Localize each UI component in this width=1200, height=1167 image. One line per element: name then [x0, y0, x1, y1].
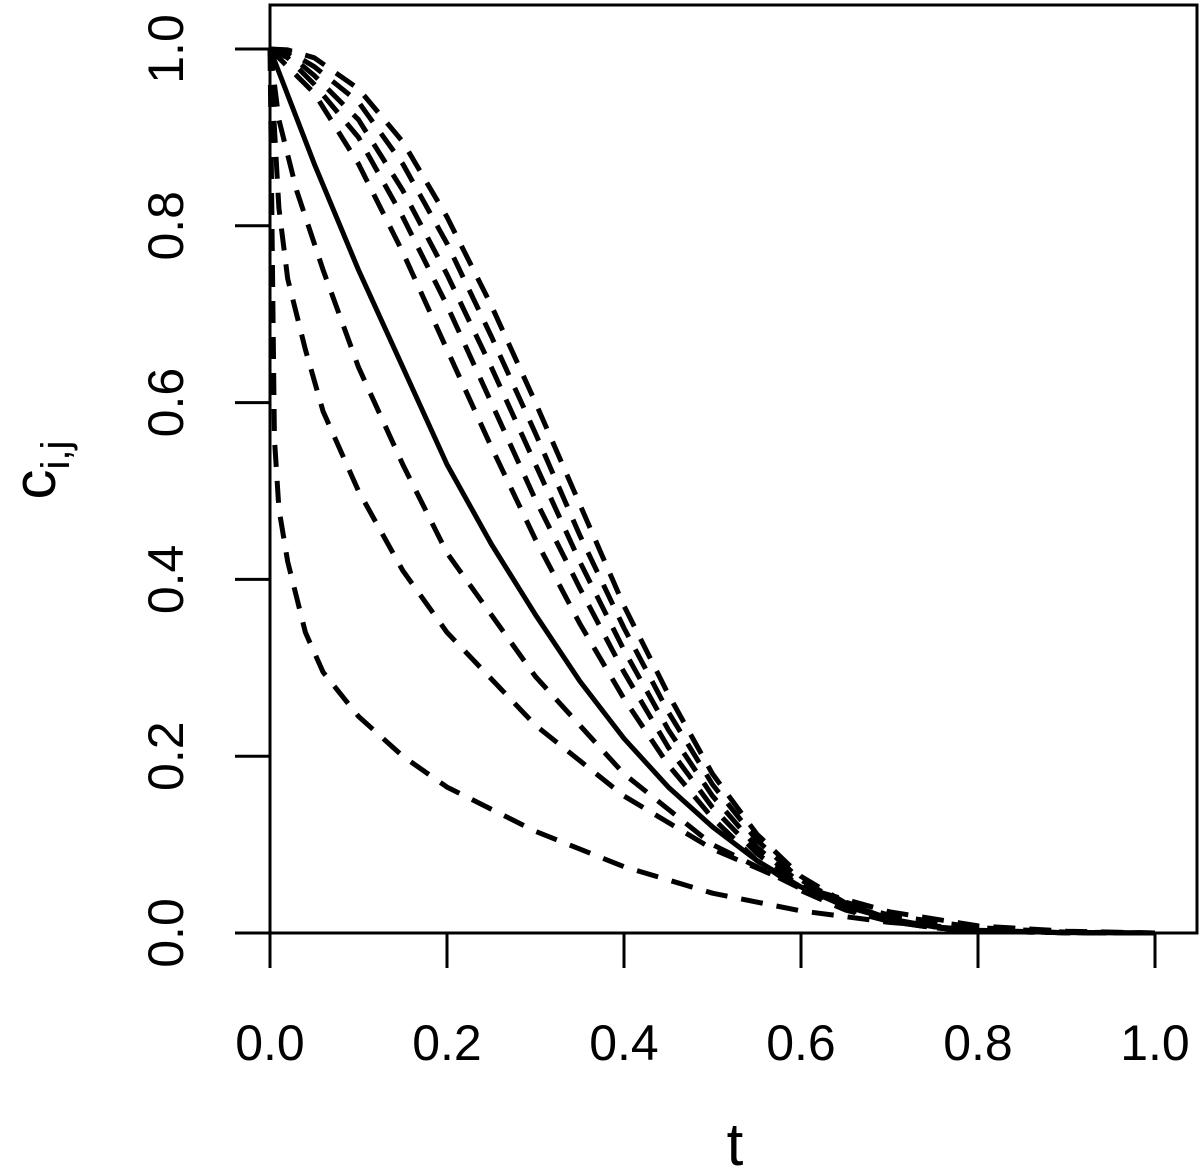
y-tick-label: 0.4: [138, 545, 194, 615]
series-layer: [267, 46, 1156, 936]
x-tick-label: 0.8: [943, 1015, 1013, 1071]
y-tick-label: 0.6: [138, 368, 194, 438]
series-line-8: [269, 46, 1156, 936]
series-line-4: [267, 48, 1156, 936]
x-tick-label: 0.0: [235, 1015, 305, 1071]
y-tick-label: 1.0: [138, 14, 194, 84]
series-line-1: [267, 48, 1156, 936]
series-line-3: [267, 48, 1156, 936]
x-axis-label: t: [727, 1111, 744, 1167]
series-line-9: [269, 46, 1156, 936]
y-axis-label-base: c: [1, 469, 68, 499]
y-axis: 0.0 0.2 0.4 0.6 0.8 1.0: [138, 14, 272, 968]
x-tick-label: 0.2: [412, 1015, 482, 1071]
x-tick-label: 0.6: [766, 1015, 836, 1071]
x-axis: 0.0 0.2 0.4 0.6 0.8 1.0: [235, 931, 1190, 1071]
y-axis-label-subscript: i,j: [34, 441, 78, 470]
y-tick-label: 0.2: [138, 721, 194, 791]
series-line-6: [268, 46, 1156, 936]
series-line-2: [267, 48, 1156, 936]
y-tick-label: 0.8: [138, 191, 194, 261]
x-tick-label: 1.0: [1120, 1015, 1190, 1071]
series-line-7: [269, 46, 1156, 936]
y-axis-label: ci,j: [1, 441, 78, 500]
plot-frame: [268, 3, 1199, 935]
series-line-5: [268, 47, 1156, 936]
x-tick-label: 0.4: [589, 1015, 659, 1071]
y-tick-label: 0.0: [138, 898, 194, 968]
